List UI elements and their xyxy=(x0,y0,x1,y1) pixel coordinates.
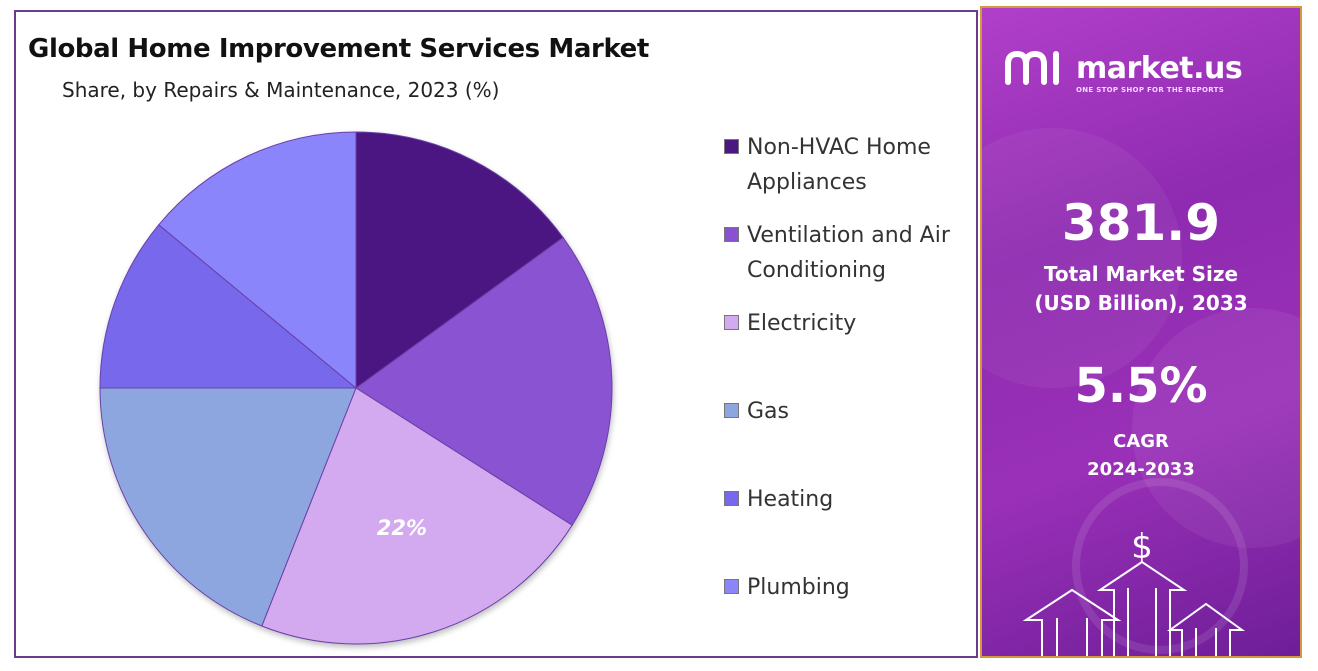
decorative-circle xyxy=(1072,478,1248,654)
pie-slice xyxy=(261,387,573,645)
market-size-label-line2: (USD Billion), 2033 xyxy=(1034,291,1248,315)
up-arrow-icon xyxy=(1096,560,1188,656)
legend-item-heating: Heating xyxy=(724,482,977,517)
pie-slice xyxy=(355,131,564,389)
pie-chart: 22% xyxy=(99,131,613,645)
cagr-label-line1: CAGR xyxy=(1113,431,1169,452)
legend-item-plumbing: Plumbing xyxy=(724,570,977,605)
decorative-circle xyxy=(982,128,1182,388)
brand-tagline: ONE STOP SHOP FOR THE REPORTS xyxy=(1076,86,1225,94)
legend-item-electricity: Electricity xyxy=(724,306,977,341)
legend-swatch xyxy=(724,579,739,594)
pie-data-label: 22% xyxy=(377,516,427,540)
legend-label: Ventilation and Air Conditioning xyxy=(747,223,950,283)
legend-swatch xyxy=(724,491,739,506)
pie-slice xyxy=(99,387,357,627)
legend-item-gas: Gas xyxy=(724,394,977,429)
legend-swatch xyxy=(724,227,739,242)
cagr-value: 5.5% xyxy=(1074,358,1208,414)
chart-title: Global Home Improvement Services Market xyxy=(28,34,649,64)
legend-item-non-hvac: Non-HVAC Home Appliances xyxy=(724,130,977,200)
chart-subtitle: Share, by Repairs & Maintenance, 2023 (%… xyxy=(62,78,500,102)
legend-swatch xyxy=(724,139,739,154)
cagr-label-line2: 2024-2033 xyxy=(1087,459,1195,480)
legend-label: Plumbing xyxy=(747,575,850,600)
legend-label: Gas xyxy=(747,399,789,424)
market-size-label: Total Market Size (USD Billion), 2033 xyxy=(982,260,1300,318)
pie-slice xyxy=(158,131,357,390)
brand-name: market.us xyxy=(1076,50,1243,86)
cagr-label: CAGR 2024-2033 xyxy=(982,428,1300,484)
legend-label: Heating xyxy=(747,487,834,512)
up-arrow-icon xyxy=(1022,588,1122,656)
legend-swatch xyxy=(724,403,739,418)
legend-item-ventilation: Ventilation and Air Conditioning xyxy=(724,218,977,288)
chart-panel: Global Home Improvement Services Market … xyxy=(14,10,978,658)
growth-illustration: $ xyxy=(1022,527,1246,656)
legend-label: Electricity xyxy=(747,311,857,336)
legend-label: Non-HVAC Home Appliances xyxy=(747,135,931,195)
legend-swatch xyxy=(724,315,739,330)
market-us-logo-icon xyxy=(1005,50,1059,85)
pie-slice xyxy=(355,236,613,526)
up-arrow-icon xyxy=(1166,602,1246,656)
brand: market.us xyxy=(1004,48,1243,88)
pie-slice xyxy=(99,224,358,389)
dollar-icon: $ xyxy=(1131,527,1153,567)
info-panel: market.us ONE STOP SHOP FOR THE REPORTS … xyxy=(980,6,1302,658)
market-size-label-line1: Total Market Size xyxy=(1043,262,1239,286)
market-size-value: 381.9 xyxy=(1061,194,1221,252)
